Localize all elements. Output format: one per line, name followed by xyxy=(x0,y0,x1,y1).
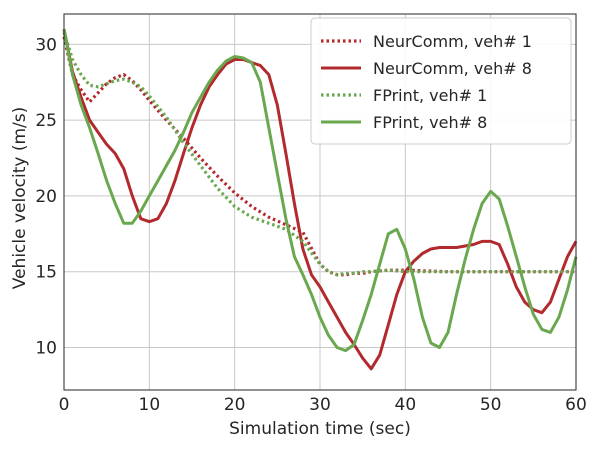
y-tick-label: 25 xyxy=(35,111,57,131)
series-line-4 xyxy=(62,28,578,353)
y-tick-label: 10 xyxy=(35,339,57,359)
y-tick-label: 15 xyxy=(35,263,57,283)
x-tick-label: 60 xyxy=(565,395,587,415)
y-tick-layer: 10 15 20 25 30 xyxy=(35,35,57,358)
y-axis-label: Vehicle velocity (m/s) xyxy=(10,107,30,289)
series-layer xyxy=(62,28,578,371)
series-line-3 xyxy=(62,31,576,277)
x-axis-label: Simulation time (sec) xyxy=(229,419,411,439)
x-tick-label: 40 xyxy=(395,395,417,415)
legend-label: NeurComm, veh# 1 xyxy=(373,32,532,51)
x-tick-label: 0 xyxy=(59,395,70,415)
y-tick-label: 30 xyxy=(35,35,57,55)
plot-frame xyxy=(63,13,577,391)
legend-label: NeurComm, veh# 8 xyxy=(373,59,532,78)
y-tick-label: 20 xyxy=(35,187,57,207)
x-tick-layer: 0 10 20 30 40 50 60 xyxy=(59,395,587,415)
series-line-2 xyxy=(62,28,578,371)
x-tick-label: 30 xyxy=(309,395,331,415)
legend: NeurComm, veh# 1 NeurComm, veh# 8 FPrint, … xyxy=(310,17,572,145)
legend-box xyxy=(310,17,572,145)
series-line-1 xyxy=(62,36,576,277)
x-tick-label: 10 xyxy=(139,395,161,415)
legend-label: FPrint, veh# 1 xyxy=(373,86,487,105)
legend-label: FPrint, veh# 8 xyxy=(373,113,487,132)
x-tick-label: 50 xyxy=(480,395,502,415)
x-tick-label: 20 xyxy=(224,395,246,415)
